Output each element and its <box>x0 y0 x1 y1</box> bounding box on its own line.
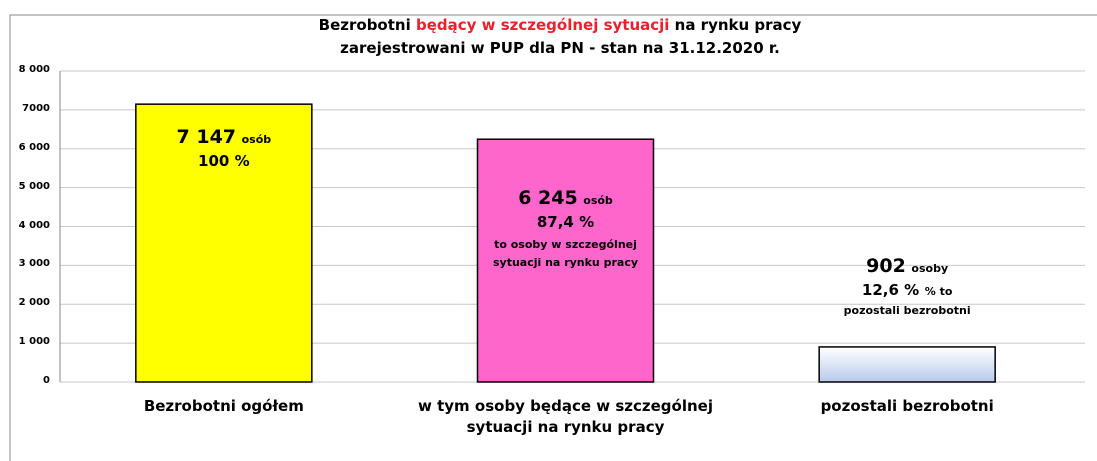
x-tick-label: Bezrobotni ogółem <box>143 397 304 415</box>
bar-label-line: 902 osoby <box>817 255 997 277</box>
bar-label: 7 147 osób 100 % <box>134 126 314 170</box>
bar-label-unit: osób <box>241 133 272 147</box>
bar <box>476 138 655 383</box>
y-tick-label: 6 000 <box>18 141 50 153</box>
bar-label-line: 7 147 osób <box>134 126 314 148</box>
x-tick-label: w tym osoby będące w szczególnej sytuacj… <box>418 397 713 436</box>
chart-subtitle: zarejestrowani w PUP dla PN - stan na 31… <box>340 39 780 57</box>
bar-label-unit: osoby <box>911 261 949 275</box>
chart-title: Bezrobotni będący w szczególnej sytuacji… <box>318 16 802 34</box>
data-label: 7 147 <box>176 126 237 149</box>
bar-label-line: 100 % <box>134 151 314 170</box>
y-tick-label: 4 000 <box>18 219 50 231</box>
bar-label-line: 12,6 % % to pozostali bezrobotni <box>837 281 977 319</box>
y-tick-label: 2 000 <box>18 297 50 309</box>
y-tick-label: 3 000 <box>18 258 50 270</box>
y-tick-label: 8 000 <box>18 64 50 75</box>
bar-label-line: to osoby w szczególnej sytuacji na rynku… <box>481 235 651 271</box>
bar <box>818 346 996 383</box>
bar-label: 6 245 osób 87,4 % to osoby w szczególnej s… <box>476 187 656 271</box>
bar-label-note: % to pozostali bezrobotni <box>843 284 971 317</box>
bar-label-note: to osoby w szczególnej sytuacji na rynku… <box>492 238 639 270</box>
bar-label-line: 6 245 osób <box>476 187 656 209</box>
chart-border <box>9 14 1097 461</box>
y-tick-label: 7000 <box>22 102 50 114</box>
bar-label: 902 osoby 12,6 % % to pozostali bezrobotn… <box>817 255 997 319</box>
bar-label-percent: 100 % <box>198 152 250 171</box>
bar-label-unit: osób <box>583 194 613 208</box>
bar-label-percent: 12,6 % <box>861 280 920 299</box>
bar-label-percent: 87,4 % <box>536 213 595 232</box>
x-tick-label: pozostali bezrobotni <box>820 397 994 415</box>
y-tick-label: 5 000 <box>18 180 50 192</box>
bar <box>135 103 313 383</box>
data-label: 902 <box>866 254 906 277</box>
bar-label-line: 87,4 % <box>476 212 656 231</box>
y-tick-label: 1 000 <box>18 336 50 348</box>
y-tick-label: 0 <box>43 375 50 386</box>
data-label: 6 245 <box>518 187 578 210</box>
